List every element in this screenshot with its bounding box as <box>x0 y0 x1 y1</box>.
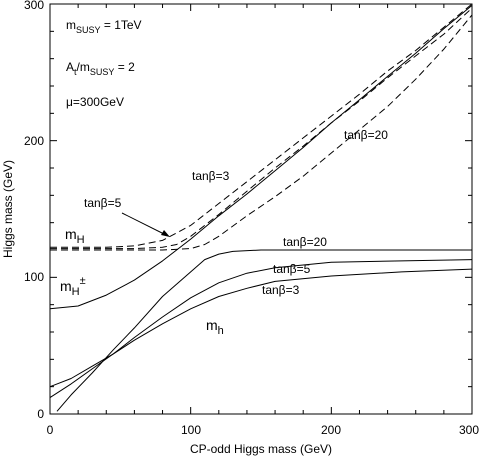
series-line-heavy-higgs-tanb20 <box>50 14 473 251</box>
axis-ticks <box>49 3 473 415</box>
series-line-light-higgs-tanb5 <box>49 259 473 399</box>
label-arrow-head <box>161 230 170 237</box>
y-tick-label: 100 <box>24 270 44 284</box>
series-line-charged-higgs <box>49 5 473 310</box>
x-tick-label: 200 <box>321 423 341 437</box>
x-tick-label: 300 <box>459 423 479 437</box>
label-tanb5-light: tanβ=5 <box>273 262 311 276</box>
label-tanb20-light: tanβ=20 <box>283 235 327 249</box>
label-mH: mH <box>65 226 85 246</box>
label-tanb5-heavy: tanβ=5 <box>84 196 122 210</box>
series-line-light-higgs-tanb3 <box>49 268 473 388</box>
param-mu: μ=300GeV <box>66 95 124 109</box>
plot-frame <box>49 3 473 415</box>
y-tick-label: 300 <box>24 0 44 12</box>
label-mHpm: mH± <box>60 275 86 298</box>
label-arrow-line <box>121 212 167 236</box>
x-tick-label: 0 <box>47 423 54 437</box>
label-tanb3-heavy: tanβ=3 <box>192 169 230 183</box>
param-msusy: mSUSY = 1TeV <box>66 18 142 35</box>
series-line-light-higgs-tanb20 <box>56 249 472 412</box>
series-line-heavy-higgs-tanb5 <box>50 7 473 250</box>
y-tick-label: 200 <box>24 134 44 148</box>
x-tick-label: 100 <box>181 423 201 437</box>
y-axis-title: Higgs mass (GeV) <box>1 160 15 258</box>
label-tanb20-heavy: tanβ=20 <box>344 128 388 142</box>
curves <box>49 3 473 412</box>
x-axis-title: CP-odd Higgs mass (GeV) <box>190 442 332 456</box>
y-tick-label: 0 <box>37 407 44 421</box>
label-mh: mh <box>206 317 224 337</box>
param-at: At/mSUSY = 2 <box>66 60 135 77</box>
label-tanb3-light: tanβ=3 <box>262 283 300 297</box>
series-line-heavy-higgs-tanb3 <box>50 3 473 248</box>
